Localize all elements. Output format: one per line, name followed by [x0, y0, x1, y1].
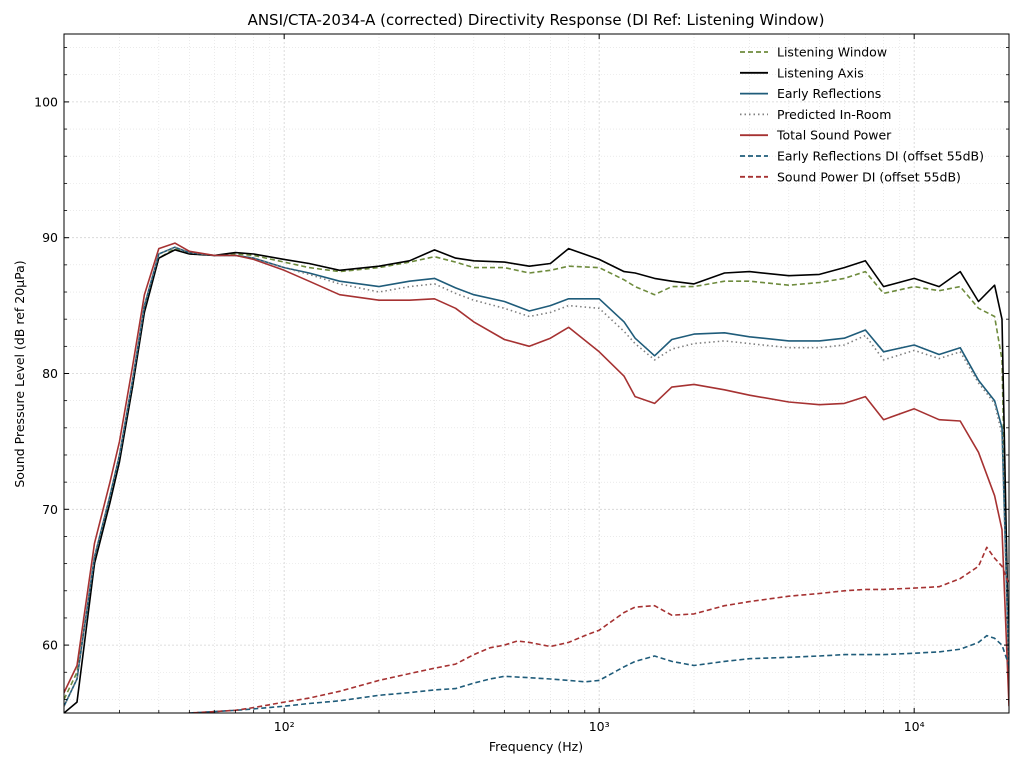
legend-label-early-reflections: Early Reflections	[777, 86, 881, 101]
chart-title: ANSI/CTA-2034-A (corrected) Directivity …	[248, 11, 825, 29]
legend-label-early-reflections-di-offset-55db: Early Reflections DI (offset 55dB)	[777, 149, 984, 164]
y-tick-label: 60	[42, 638, 58, 653]
y-tick-label: 100	[34, 94, 58, 109]
series-line-total-sound-power	[64, 242, 1009, 707]
y-tick-label: 90	[42, 230, 58, 245]
legend-label-total-sound-power: Total Sound Power	[776, 128, 892, 143]
legend-label-listening-window: Listening Window	[777, 45, 887, 60]
x-axis-label: Frequency (Hz)	[489, 739, 583, 754]
y-axis-label: Sound Pressure Level (dB ref 20µPa)	[12, 260, 27, 487]
x-tick-label: 10³	[589, 719, 610, 734]
series-line-predicted-in-room	[64, 246, 1009, 707]
x-tick-label: 10⁴	[904, 719, 925, 734]
series-line-listening-window	[64, 247, 1009, 700]
legend-label-predicted-in-room: Predicted In-Room	[777, 107, 891, 122]
x-tick-label: 10²	[274, 719, 295, 734]
legend: Listening Window Listening Axis Early Refl…	[740, 45, 984, 184]
series-line-early-reflections-di-offset-55db	[189, 634, 1009, 713]
y-tick-label: 80	[42, 366, 58, 381]
series-line-early-reflections	[64, 246, 1009, 707]
y-tick-label: 70	[42, 502, 58, 517]
ticks: 60 70 80 90 100 10² 10³ 10⁴	[34, 34, 1010, 734]
series-line-listening-axis	[64, 247, 1009, 713]
plot-series	[64, 242, 1009, 713]
legend-label-sound-power-di-offset-55db: Sound Power DI (offset 55dB)	[777, 169, 961, 184]
legend-label-listening-axis: Listening Axis	[777, 65, 864, 80]
series-line-sound-power-di-offset-55db	[185, 546, 1009, 713]
